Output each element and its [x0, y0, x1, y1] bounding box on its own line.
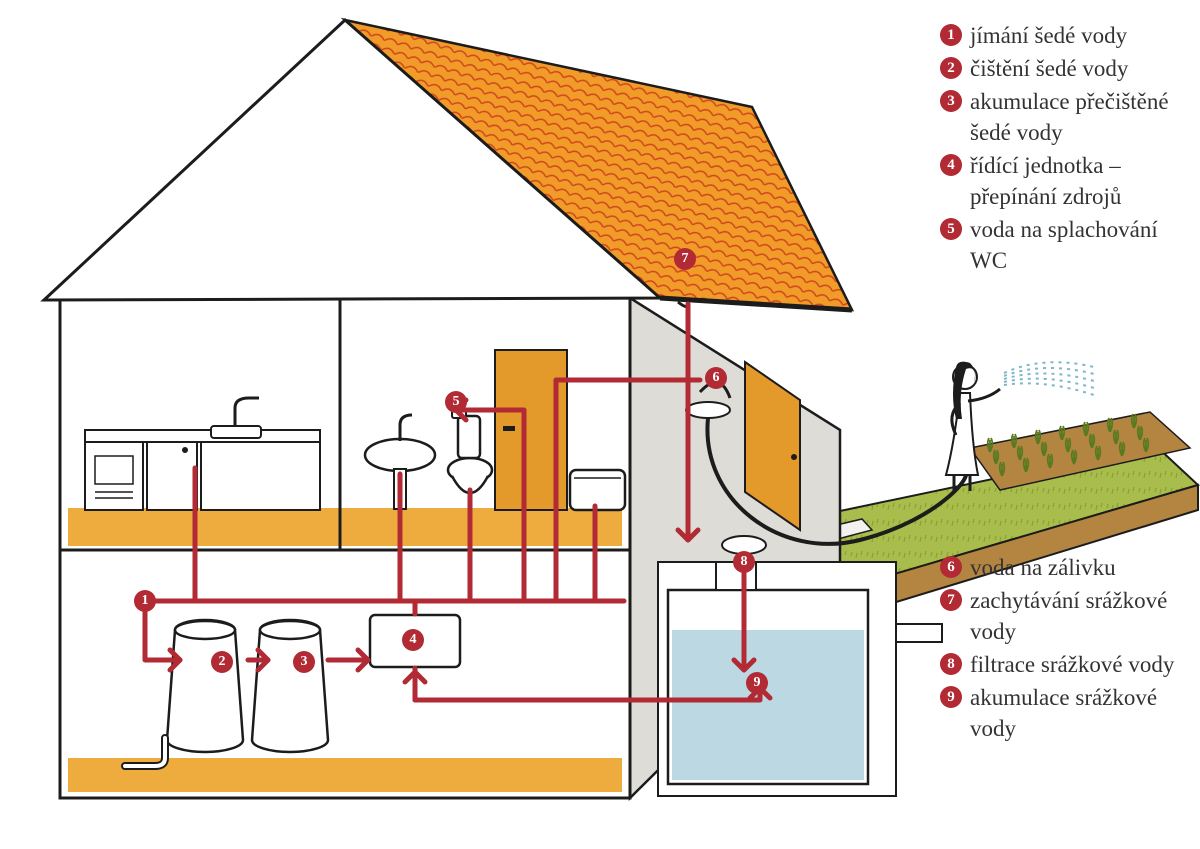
legend-item: 3 akumulace přečištěné šedé vody — [940, 86, 1200, 148]
diagram-marker: 8 — [733, 551, 755, 573]
plant-icon — [1036, 430, 1041, 444]
legend-badge: 6 — [940, 556, 962, 578]
kitchen-cabinet — [201, 442, 320, 510]
legend-badge: 2 — [940, 57, 962, 79]
plant-icon — [1048, 454, 1053, 468]
diagram-marker: 9 — [746, 672, 768, 694]
plant-icon — [1090, 434, 1095, 448]
diagram-marker: 5 — [445, 391, 467, 413]
legend-label: akumulace srážkové vody — [970, 682, 1200, 744]
water-spray-icon — [1004, 362, 1094, 373]
plant-icon — [1138, 426, 1143, 440]
kitchen-counter — [85, 430, 320, 442]
plant-icon — [1012, 434, 1017, 448]
legend-item: 1 jímání šedé vody — [940, 20, 1200, 51]
diagram-marker: 7 — [674, 248, 696, 270]
legend-badge: 3 — [940, 90, 962, 112]
plant-icon — [994, 450, 999, 464]
plant-icon — [1000, 462, 1005, 476]
toilet-tank-icon — [458, 416, 480, 458]
legend-label: akumulace přečištěné šedé vody — [970, 86, 1200, 148]
water-spray-icon — [1004, 383, 1094, 395]
diagram-marker: 1 — [134, 590, 156, 612]
legend-item: 8 filtrace srážkové vody — [940, 649, 1200, 680]
kitchen-sink-icon — [211, 426, 261, 438]
diagram-marker: 4 — [402, 629, 424, 651]
bathroom-sink-icon — [365, 439, 435, 471]
plant-icon — [1066, 438, 1071, 452]
legend-label: řídící jednotka – přepínání zdrojů — [970, 150, 1200, 212]
diagram-marker: 6 — [705, 367, 727, 389]
plant-icon — [1120, 442, 1125, 456]
plant-icon — [1024, 458, 1029, 472]
plant-icon — [1132, 414, 1137, 428]
legend-badge: 5 — [940, 218, 962, 240]
door-handle-icon — [791, 454, 797, 460]
plant-icon — [1144, 438, 1149, 452]
legend-badge: 1 — [940, 24, 962, 46]
legend-badge: 4 — [940, 154, 962, 176]
legend-badge: 9 — [940, 686, 962, 708]
legend-badge: 7 — [940, 589, 962, 611]
legend-label: voda na splachování WC — [970, 214, 1200, 276]
plant-icon — [1114, 430, 1119, 444]
legend-label: filtrace srážkové vody — [970, 649, 1174, 680]
legend-item: 7 zachytávání srážkové vody — [940, 585, 1200, 647]
plant-icon — [1060, 426, 1065, 440]
water-spray-icon — [1004, 379, 1094, 388]
plant-icon — [1096, 446, 1101, 460]
legend-label: čištění šedé vody — [970, 53, 1128, 84]
rain-water — [672, 630, 864, 780]
dishwasher-icon — [147, 442, 197, 510]
diagram-marker: 3 — [293, 651, 315, 673]
plant-icon — [1084, 422, 1089, 436]
plant-icon — [1108, 418, 1113, 432]
plant-icon — [1042, 442, 1047, 456]
legend-top: 1 jímání šedé vody 2 čištění šedé vody 3 akum… — [940, 20, 1200, 278]
faucet-basin — [686, 402, 730, 418]
legend-bottom: 6 voda na zálivku 7 zachytávání srážkové vo… — [940, 552, 1200, 746]
water-spray-icon — [1004, 373, 1094, 381]
bathtub-icon — [570, 470, 625, 510]
plant-icon — [1072, 450, 1077, 464]
oven-icon — [85, 442, 143, 510]
overflow-pipe — [896, 624, 942, 642]
legend-label: zachytávání srážkové vody — [970, 585, 1200, 647]
legend-item: 4 řídící jednotka – přepínání zdrojů — [940, 150, 1200, 212]
legend-label: jímání šedé vody — [970, 20, 1127, 51]
legend-item: 9 akumulace srážkové vody — [940, 682, 1200, 744]
plant-icon — [1018, 446, 1023, 460]
plant-icon — [988, 438, 993, 452]
legend-item: 5 voda na splachování WC — [940, 214, 1200, 276]
legend-item: 6 voda na zálivku — [940, 552, 1200, 583]
legend-label: voda na zálivku — [970, 552, 1116, 583]
upper-floor — [68, 508, 622, 546]
diagram-marker: 2 — [211, 651, 233, 673]
legend-item: 2 čištění šedé vody — [940, 53, 1200, 84]
water-spray-icon — [1004, 368, 1094, 376]
legend-badge: 8 — [940, 653, 962, 675]
